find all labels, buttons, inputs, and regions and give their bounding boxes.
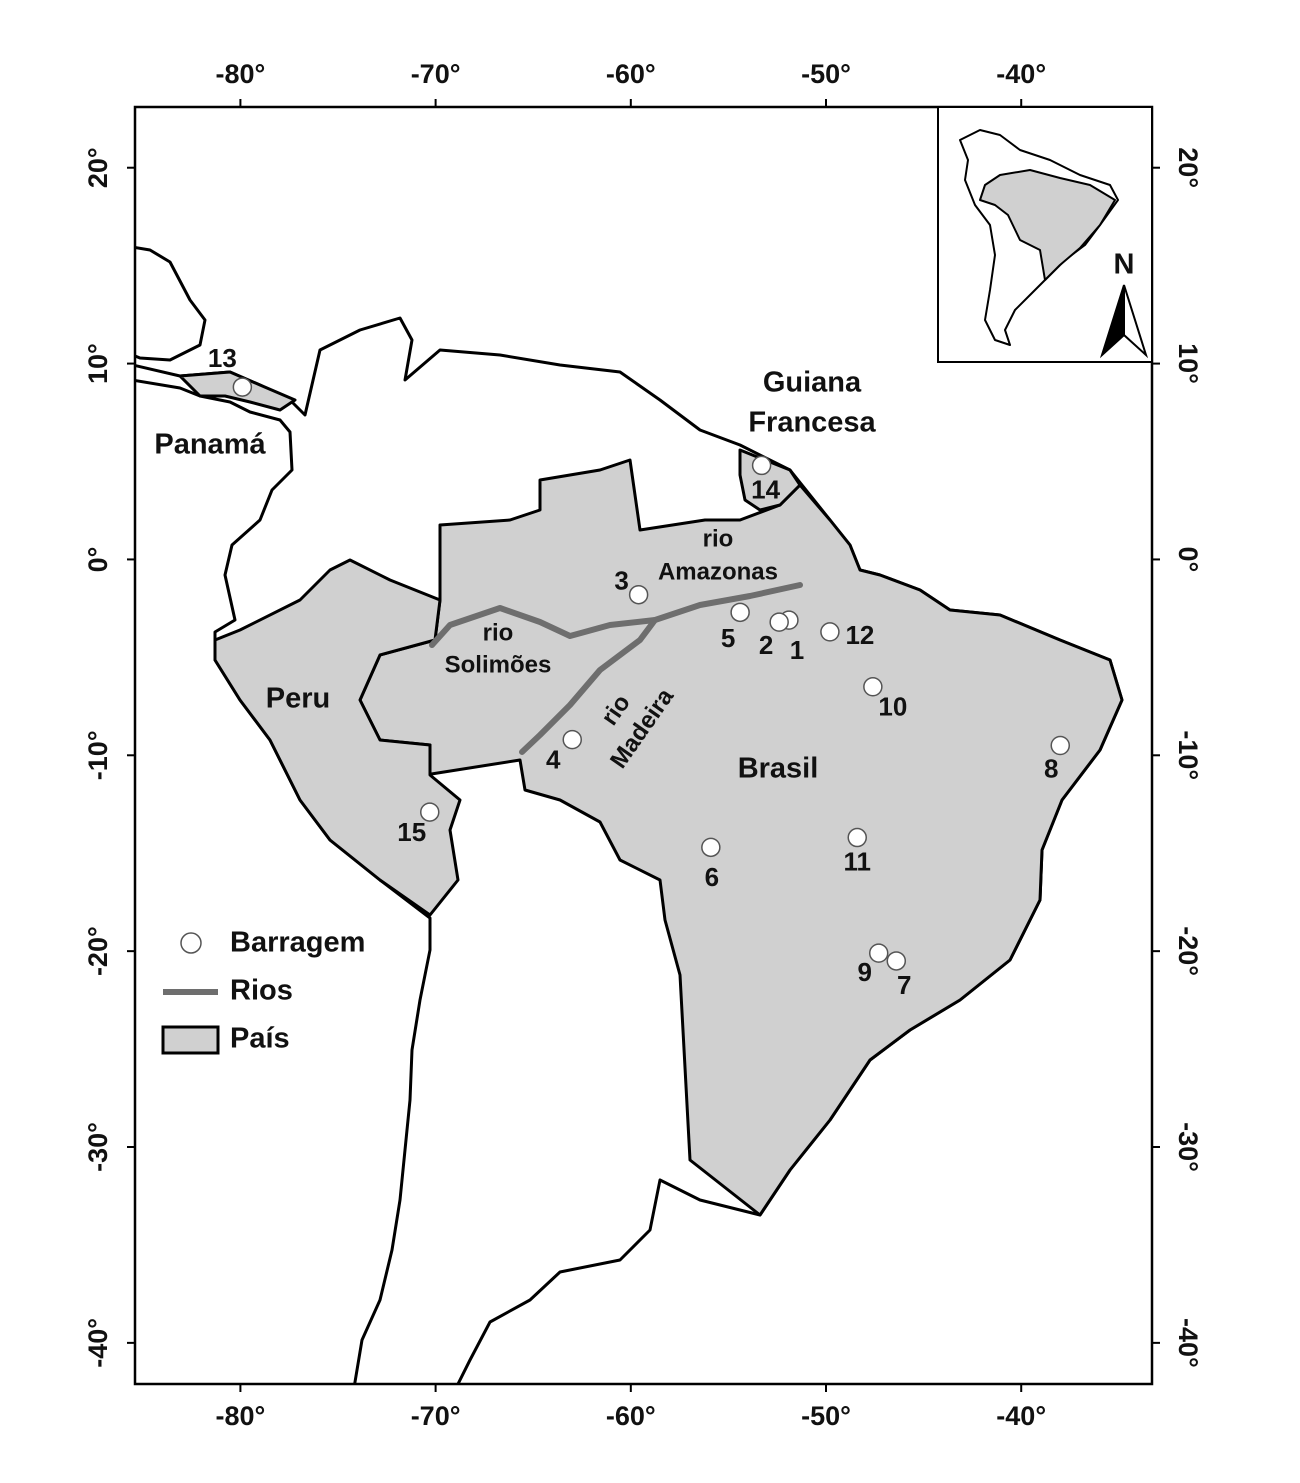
x-tick-label: -40° bbox=[996, 59, 1046, 89]
x-tick-label: -40° bbox=[996, 1401, 1046, 1431]
y-tick-label: -30° bbox=[1173, 1122, 1203, 1172]
dam-label: 4 bbox=[546, 744, 561, 774]
dam-point bbox=[628, 584, 649, 605]
dam-label: 15 bbox=[397, 817, 426, 847]
country-label: Brasil bbox=[738, 753, 819, 785]
legend-symbol bbox=[180, 932, 202, 954]
dam-point bbox=[751, 455, 772, 476]
dam-point bbox=[730, 602, 750, 623]
legend: Barragem Rios País bbox=[161, 927, 365, 1055]
dam-label: 10 bbox=[878, 692, 907, 722]
dam-point bbox=[701, 837, 721, 858]
x-tick-label: -70° bbox=[411, 1401, 461, 1431]
y-tick-label: -40° bbox=[83, 1318, 113, 1368]
dam-label: 3 bbox=[614, 566, 628, 596]
north-label: N bbox=[1114, 249, 1135, 281]
x-tick-label: -60° bbox=[606, 59, 656, 89]
legend-label: Rios bbox=[230, 975, 293, 1007]
y-tick-label: -10° bbox=[1173, 730, 1203, 780]
y-tick-label: -40° bbox=[1173, 1318, 1203, 1368]
north-arrow bbox=[1099, 284, 1125, 359]
dam-point bbox=[863, 676, 883, 697]
y-tick-label: -20° bbox=[83, 926, 113, 976]
river-label: Amazonas bbox=[658, 558, 778, 585]
basemap bbox=[135, 245, 1124, 1384]
river-madeira bbox=[519, 617, 658, 755]
y-tick-label: -20° bbox=[1173, 926, 1203, 976]
country-label: Peru bbox=[266, 683, 330, 715]
brasil-area bbox=[358, 458, 1124, 1217]
inset: N bbox=[937, 106, 1153, 363]
river-label: rio bbox=[703, 525, 734, 552]
x-tick-label: -80° bbox=[215, 1401, 265, 1431]
dam-label: 1 bbox=[790, 635, 804, 665]
river-solimoes-amazonas bbox=[429, 582, 803, 648]
coastline bbox=[135, 245, 207, 362]
y-tick-label: 0° bbox=[83, 547, 113, 573]
x-tick-label: -80° bbox=[215, 59, 265, 89]
river-label: Solimões bbox=[445, 651, 552, 678]
y-tick-label: -30° bbox=[83, 1122, 113, 1172]
dam-point bbox=[420, 802, 440, 822]
dam-point bbox=[868, 943, 889, 963]
dam-point bbox=[769, 612, 789, 632]
dam-point bbox=[1050, 735, 1071, 756]
country-label: Francesa bbox=[748, 407, 876, 439]
dam-label: 2 bbox=[759, 630, 773, 660]
dam-point bbox=[886, 951, 907, 971]
y-tick-label: 20° bbox=[1173, 147, 1203, 188]
dam-label: 13 bbox=[208, 343, 237, 373]
y-tick-label: 20° bbox=[83, 147, 113, 188]
dam-label: 5 bbox=[721, 623, 735, 653]
inset-countries bbox=[979, 169, 1116, 281]
dam-label: 12 bbox=[845, 620, 874, 650]
dam-label: 6 bbox=[705, 862, 719, 892]
y-tick-label: -10° bbox=[83, 730, 113, 780]
legend-label: País bbox=[230, 1023, 290, 1055]
legend-symbol bbox=[161, 1025, 220, 1055]
y-tick-label: 10° bbox=[83, 343, 113, 384]
dam-label: 9 bbox=[857, 957, 871, 987]
y-tick-label: 10° bbox=[1173, 343, 1203, 384]
dam-label: 11 bbox=[843, 846, 871, 876]
x-tick-label: -50° bbox=[801, 1401, 851, 1431]
dam-point bbox=[562, 729, 583, 750]
dam-label: 7 bbox=[897, 970, 911, 1000]
country-label: Panamá bbox=[154, 429, 266, 461]
dam-point bbox=[820, 622, 840, 642]
dam-point bbox=[232, 377, 253, 397]
dam-point bbox=[847, 827, 867, 848]
peru-area bbox=[213, 558, 462, 917]
river-label: rio bbox=[483, 619, 514, 646]
map-frame bbox=[133, 105, 1154, 1386]
dam-label: 8 bbox=[1044, 753, 1058, 783]
x-tick-label: -50° bbox=[801, 59, 851, 89]
dam-label: 14 bbox=[751, 474, 780, 504]
x-tick-label: -60° bbox=[606, 1401, 656, 1431]
x-tick-label: -70° bbox=[411, 59, 461, 89]
y-tick-label: 0° bbox=[1173, 547, 1203, 573]
country-label: Guiana bbox=[763, 367, 862, 399]
legend-label: Barragem bbox=[230, 927, 365, 959]
